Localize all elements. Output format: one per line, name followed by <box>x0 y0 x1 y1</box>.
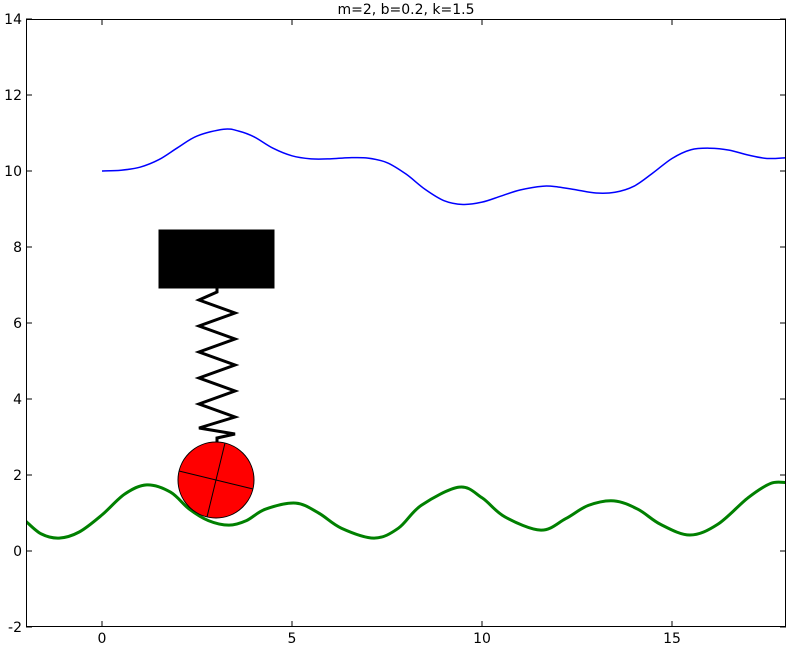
line-series <box>101 128 786 206</box>
wheel-spoke <box>178 470 254 490</box>
line-series <box>26 480 786 540</box>
y-tick-label: 8 <box>13 240 22 256</box>
x-tick-label: 5 <box>288 631 297 645</box>
body-block <box>158 229 275 289</box>
plot-area <box>26 128 786 540</box>
x-tick-label: 10 <box>473 631 491 645</box>
y-tick-label: 6 <box>13 316 22 332</box>
y-tick-label: 2 <box>13 468 22 484</box>
y-tick-label: 10 <box>4 164 22 180</box>
y-tick-label: -2 <box>8 620 22 636</box>
chart-title: m=2, b=0.2, k=1.5 <box>337 2 474 18</box>
mass-spring <box>158 229 275 519</box>
x-tick-label: 15 <box>663 631 681 645</box>
spring <box>194 288 240 443</box>
y-tick-label: 12 <box>4 88 22 104</box>
y-tick-label: 4 <box>13 392 22 408</box>
y-tick-label: 14 <box>4 12 22 28</box>
y-tick-label: 0 <box>13 544 22 560</box>
x-tick-label: 0 <box>98 631 107 645</box>
